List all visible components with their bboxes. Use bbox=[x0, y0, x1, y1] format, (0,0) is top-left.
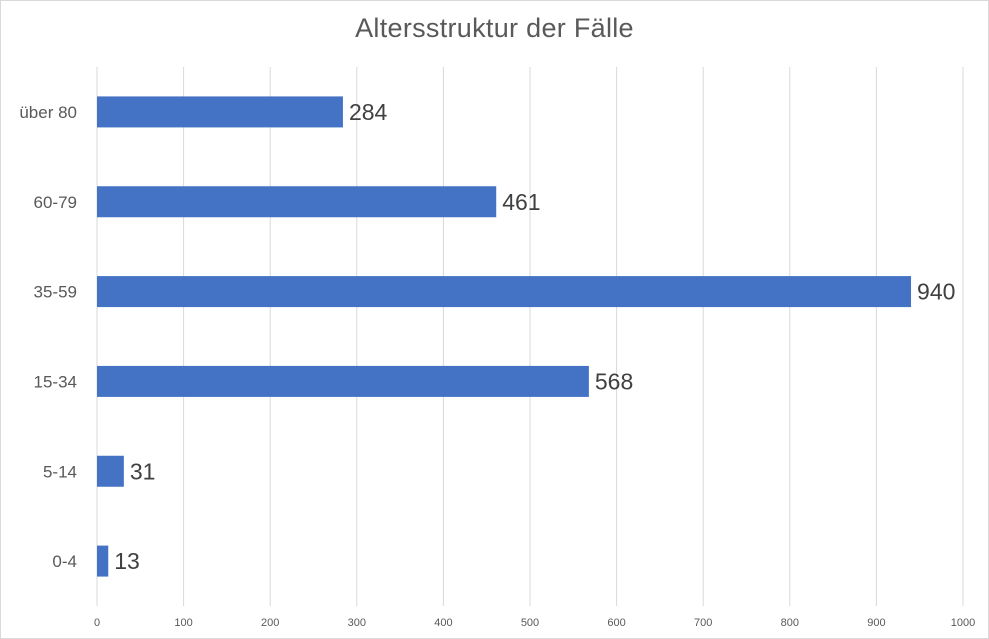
x-tick-label: 1000 bbox=[951, 617, 975, 629]
x-tick-label: 800 bbox=[781, 617, 799, 629]
chart-title: Altersstruktur der Fälle bbox=[355, 13, 634, 43]
x-tick-label: 900 bbox=[867, 617, 885, 629]
data-label: 13 bbox=[114, 548, 140, 574]
bar-15-34 bbox=[97, 365, 589, 397]
bar-60-79 bbox=[97, 186, 497, 218]
category-label: 0-4 bbox=[52, 552, 77, 571]
bar-0-4 bbox=[97, 545, 109, 577]
data-label: 284 bbox=[349, 99, 388, 125]
x-tick-label: 400 bbox=[434, 617, 452, 629]
x-tick-label: 500 bbox=[521, 617, 539, 629]
bar-35-59 bbox=[97, 276, 912, 308]
category-label: über 80 bbox=[19, 103, 77, 122]
data-label: 461 bbox=[502, 189, 540, 215]
data-label: 31 bbox=[130, 458, 156, 484]
x-tick-label: 0 bbox=[94, 617, 100, 629]
x-tick-label: 300 bbox=[348, 617, 366, 629]
x-tick-label: 700 bbox=[694, 617, 712, 629]
data-label: 940 bbox=[917, 279, 955, 305]
x-tick-label: 100 bbox=[174, 617, 192, 629]
bar-5-14 bbox=[97, 455, 124, 487]
data-label: 568 bbox=[595, 368, 633, 394]
category-label: 60-79 bbox=[34, 193, 77, 212]
x-tick-label: 200 bbox=[261, 617, 279, 629]
category-label: 15-34 bbox=[34, 372, 77, 391]
bar-über-80 bbox=[97, 96, 343, 128]
category-label: 5-14 bbox=[43, 462, 77, 481]
category-label: 35-59 bbox=[34, 283, 77, 302]
x-tick-label: 600 bbox=[607, 617, 625, 629]
